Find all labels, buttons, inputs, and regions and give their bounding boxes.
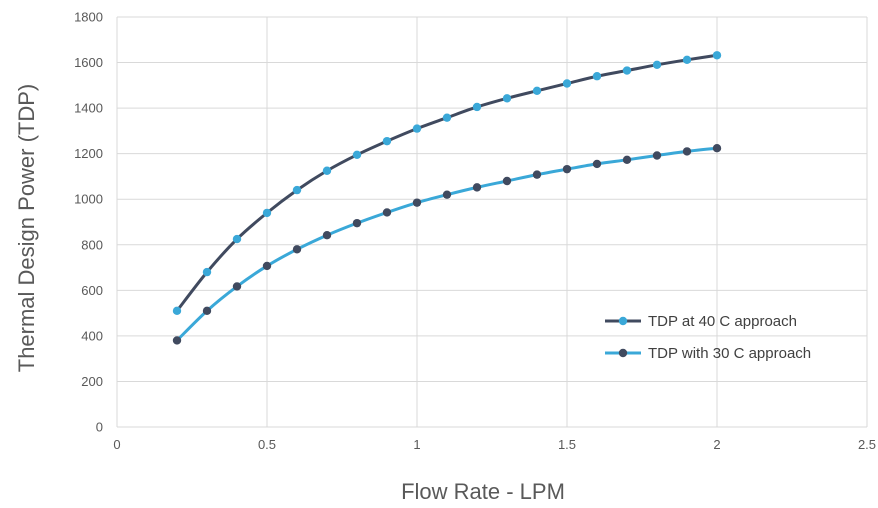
data-point	[592, 72, 602, 81]
y-tick-label: 1400	[74, 101, 103, 116]
legend-label-tdp-30c: TDP with 30 C approach	[648, 345, 811, 362]
y-tick-labels: 0 200 400 600 800 1000 1200 1400 1600 1800	[74, 10, 103, 435]
legend-label-tdp-40c: TDP at 40 C approach	[648, 313, 797, 330]
y-axis-title: Thermal Design Power (TDP)	[14, 84, 39, 373]
data-point	[682, 147, 692, 156]
data-point	[172, 306, 182, 316]
data-point	[202, 306, 212, 316]
data-point	[352, 218, 362, 228]
y-tick-label: 1200	[74, 146, 103, 161]
data-point	[382, 208, 392, 217]
data-point	[292, 185, 302, 195]
data-point	[352, 150, 362, 160]
data-point	[382, 136, 392, 146]
y-tick-label: 200	[81, 374, 103, 389]
y-tick-label: 800	[81, 237, 103, 252]
y-tick-label: 400	[81, 328, 103, 343]
x-tick-label: 0	[113, 437, 120, 452]
y-tick-label: 0	[96, 420, 103, 435]
data-point	[232, 282, 242, 291]
data-point	[202, 267, 212, 277]
data-point	[502, 176, 512, 186]
data-point	[562, 79, 572, 88]
data-point	[652, 60, 662, 70]
data-point	[292, 245, 302, 254]
series-1	[172, 51, 722, 316]
data-point	[322, 166, 332, 175]
legend-item-tdp-30c: TDP with 30 C approach	[605, 345, 811, 362]
data-point	[712, 144, 722, 153]
data-point	[172, 336, 182, 345]
series-2	[172, 144, 722, 345]
data-point	[622, 66, 632, 75]
data-point	[232, 234, 242, 244]
data-point	[532, 170, 542, 179]
data-point	[502, 94, 512, 103]
data-point	[472, 183, 482, 192]
data-point	[442, 113, 452, 122]
data-point	[262, 208, 272, 218]
x-tick-label: 2	[713, 437, 720, 452]
x-axis-title: Flow Rate - LPM	[401, 479, 565, 504]
data-point	[622, 155, 632, 165]
legend-swatch-marker	[618, 348, 628, 358]
y-tick-label: 1000	[74, 192, 103, 207]
data-point	[412, 198, 422, 207]
x-tick-label: 2.5	[858, 437, 876, 452]
data-point	[652, 151, 662, 160]
x-tick-labels: 0 0.5 1 1.5 2 2.5	[113, 437, 876, 452]
legend: TDP at 40 C approach TDP with 30 C appro…	[605, 313, 811, 362]
data-point	[682, 55, 692, 65]
x-tick-label: 0.5	[258, 437, 276, 452]
legend-swatch-marker	[618, 316, 628, 326]
series-layer	[172, 51, 722, 345]
y-tick-label: 1800	[74, 10, 103, 25]
data-point	[412, 124, 422, 133]
data-point	[562, 164, 572, 174]
legend-item-tdp-40c: TDP at 40 C approach	[605, 313, 797, 330]
data-point	[262, 261, 272, 271]
x-tick-label: 1	[413, 437, 420, 452]
x-tick-label: 1.5	[558, 437, 576, 452]
data-point	[712, 51, 722, 60]
data-point	[442, 190, 452, 199]
data-point	[322, 231, 332, 240]
data-point	[472, 102, 482, 112]
data-point	[592, 159, 602, 169]
gridlines	[116, 16, 868, 428]
y-tick-label: 1600	[74, 55, 103, 70]
y-tick-label: 600	[81, 283, 103, 298]
data-point	[532, 86, 542, 96]
